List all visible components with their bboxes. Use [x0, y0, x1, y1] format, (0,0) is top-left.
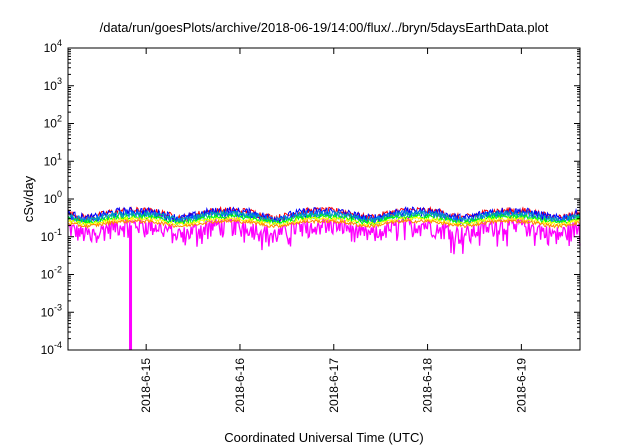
data-layer [67, 205, 581, 350]
series-line [67, 218, 581, 230]
x-tick-label: 2018-6-16 [233, 358, 247, 413]
y-tick-label: 103 [44, 76, 62, 93]
chart-title: /data/run/goesPlots/archive/2018-06-19/1… [100, 20, 549, 35]
y-tick-label: 102 [44, 114, 62, 131]
y-tick-label: 10-2 [41, 265, 62, 282]
y-tick-label: 101 [44, 151, 62, 168]
x-axis: 2018-6-15 2018-6-16 2018-6-17 2018-6-18 2018… [139, 48, 528, 413]
x-tick-label: 2018-6-19 [514, 358, 528, 413]
series-line [67, 213, 581, 226]
y-tick-label: 100 [44, 189, 62, 206]
x-tick-label: 2018-6-17 [327, 358, 341, 413]
series-line [67, 215, 581, 228]
y-axis-label: cSv/day [21, 175, 36, 222]
x-tick-label: 2018-6-15 [139, 358, 153, 413]
x-tick-label: 2018-6-18 [421, 358, 435, 413]
y-tick-label: 10-4 [41, 340, 62, 357]
y-tick-label: 104 [44, 38, 62, 55]
y-tick-label: 10-1 [41, 227, 62, 244]
plot-frame [67, 47, 581, 351]
x-axis-label: Coordinated Universal Time (UTC) [224, 430, 423, 445]
y-tick-label: 10-3 [41, 302, 62, 319]
y-axis: 10-4 10-3 10-2 10-1 100 101 102 103 104 [41, 38, 580, 357]
